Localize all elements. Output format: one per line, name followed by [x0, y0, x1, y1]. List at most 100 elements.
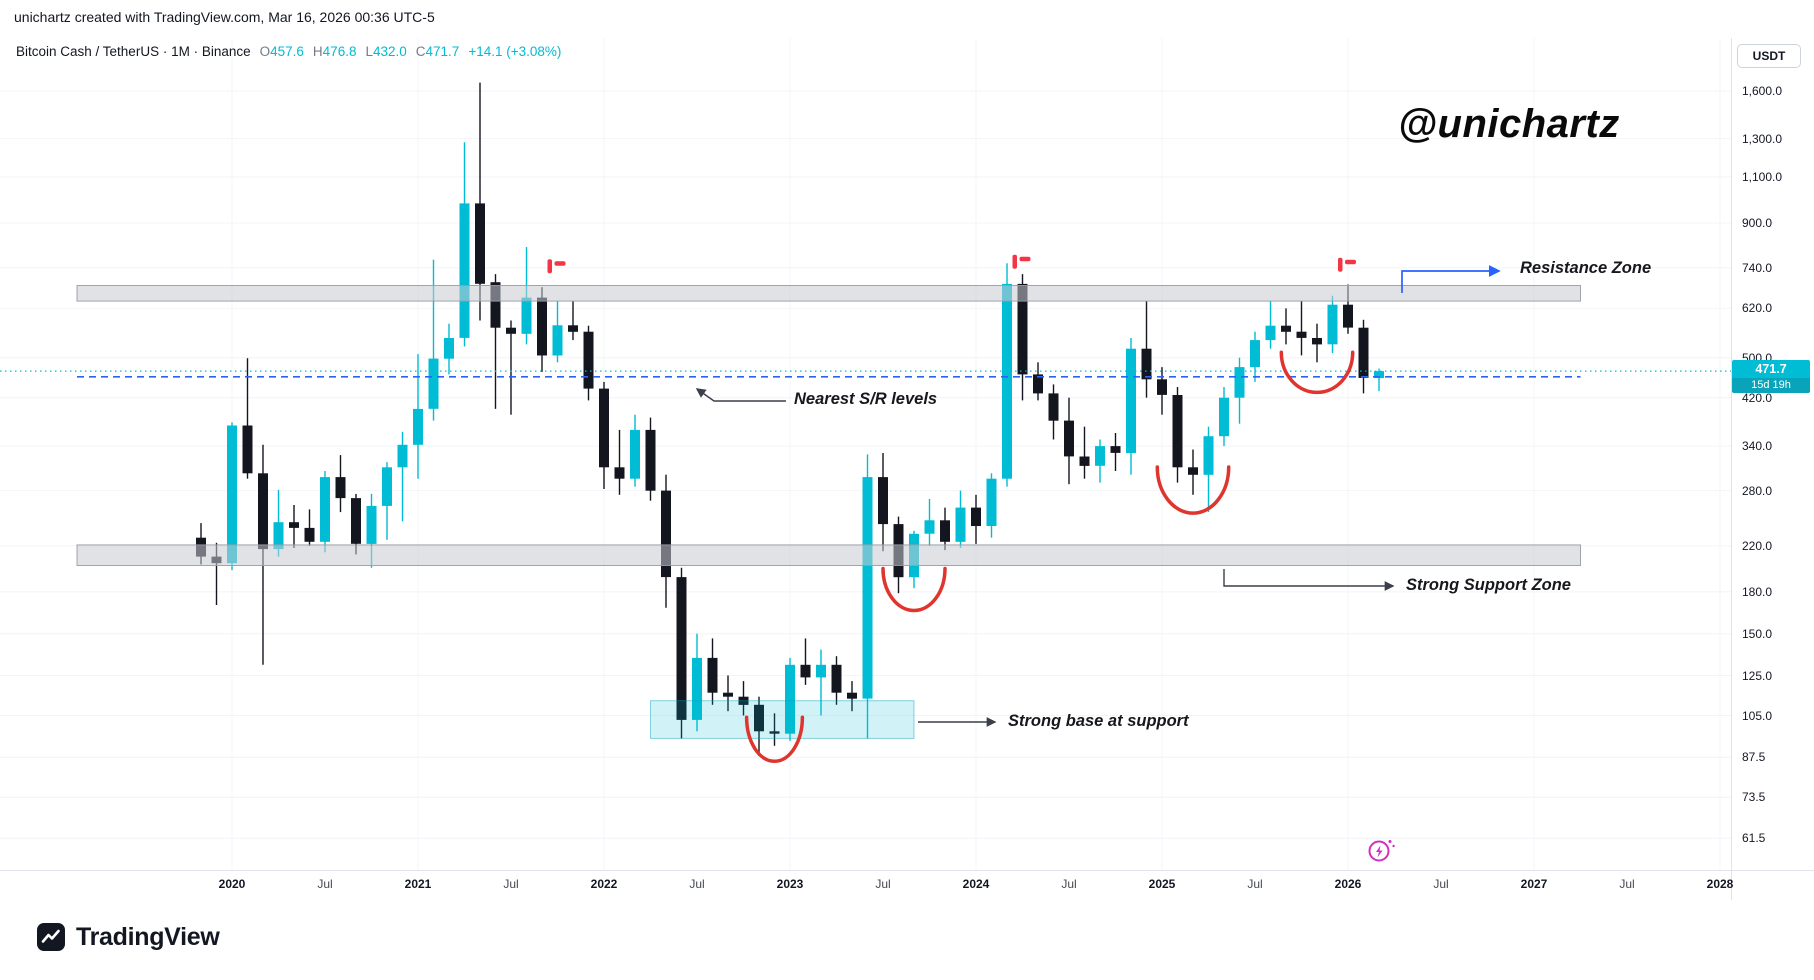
time-tick-label: 2026 — [1334, 877, 1362, 891]
candle-body — [661, 490, 671, 578]
base-label: Strong base at support — [1008, 712, 1189, 730]
time-tick-label: Jul — [1247, 877, 1263, 891]
candle-body — [940, 520, 950, 542]
candle-body — [1079, 456, 1090, 466]
candle-body — [676, 577, 687, 720]
candle-body — [645, 429, 656, 491]
candle-body — [552, 325, 563, 356]
candle-body — [1064, 420, 1074, 457]
price-tick-label: 620.0 — [1742, 301, 1773, 316]
candle-body — [444, 338, 454, 359]
open-label: O — [259, 44, 271, 59]
time-tick-label: 2024 — [962, 877, 990, 891]
price-tick-label: 87.5 — [1742, 750, 1766, 765]
boost-icon — [1368, 840, 1395, 862]
candle-body — [289, 522, 299, 528]
chart-legend: Bitcoin Cash / TetherUS · 1M · Binance O… — [16, 44, 561, 59]
candle-body — [924, 520, 935, 534]
time-tick-label: Jul — [1433, 877, 1449, 891]
candle-body — [800, 664, 811, 678]
high-label: H — [312, 44, 323, 59]
curve-annotation — [881, 566, 947, 613]
change-value: +14.1 (+3.08%) — [468, 44, 562, 59]
candle-body — [1219, 397, 1229, 437]
candle-body — [1110, 446, 1121, 453]
curve-annotation — [744, 715, 805, 764]
candle-body — [242, 425, 253, 474]
candle-body — [1188, 467, 1198, 475]
candle-body — [723, 692, 733, 697]
time-tick-label: 2023 — [776, 877, 804, 891]
resistance-zone-label: Resistance Zone — [1520, 259, 1652, 277]
support-zone-arrow — [1223, 569, 1395, 591]
candle-body — [413, 408, 423, 445]
price-tick-label: 61.5 — [1742, 831, 1766, 846]
candle-body — [1002, 283, 1012, 479]
price-tick-label: 1,100.0 — [1742, 169, 1783, 184]
curve-annotation — [1279, 350, 1355, 395]
support-zone-label: Strong Support Zone — [1406, 576, 1571, 594]
candle-body — [878, 477, 888, 525]
price-tick-label: 105.0 — [1742, 708, 1773, 723]
candle-body — [816, 664, 826, 678]
time-tick-label: 2020 — [218, 877, 246, 891]
candle-body — [1141, 348, 1152, 380]
time-axis[interactable]: 2020 Jul 2021 Jul 2022 Jul 2023 Jul 2024 Jul 2025 J… — [0, 870, 1814, 900]
close-value: 471.7 — [425, 44, 460, 59]
candle-body — [862, 477, 873, 699]
markers-layer — [547, 254, 1356, 274]
curve-annotation — [1155, 465, 1231, 515]
watermark: @unichartz — [1398, 102, 1620, 146]
time-tick-label: Jul — [1619, 877, 1635, 891]
candle-body — [738, 696, 749, 705]
resistance-zone-arrow — [1401, 265, 1501, 293]
nearest-sr-arrow — [695, 388, 786, 402]
ohlc-low: L432.0 — [365, 44, 406, 59]
candle-body — [1358, 327, 1369, 378]
price-tick-label: 220.0 — [1742, 538, 1773, 553]
high-value: 476.8 — [322, 44, 357, 59]
price-axis[interactable]: 1,600.0 1,300.0 1,100.0 900.0 740.0 620.0 500.… — [1731, 38, 1814, 870]
bearish-marker-icon — [1012, 254, 1031, 269]
last-price-value: 471.7 — [1732, 360, 1810, 379]
candle-body — [986, 478, 997, 526]
footer-brand[interactable]: TradingView — [36, 922, 220, 952]
candle-body — [475, 203, 485, 284]
currency-toggle-button[interactable]: USDT — [1737, 44, 1801, 68]
ohlc-high: H476.8 — [313, 44, 357, 59]
symbol-title[interactable]: Bitcoin Cash / TetherUS · 1M · Binance — [16, 44, 251, 59]
candle-body — [1250, 340, 1260, 368]
price-tick-label: 150.0 — [1742, 626, 1773, 641]
strong-base-box — [650, 700, 915, 739]
ohlc-close: C471.7 — [416, 44, 460, 59]
candle-body — [227, 425, 237, 564]
time-tick-label: 2025 — [1148, 877, 1176, 891]
price-axis-separator — [1731, 38, 1732, 900]
candle-body — [630, 429, 640, 479]
support-zone — [76, 544, 1581, 567]
candle-body — [459, 203, 470, 338]
candle-body — [1157, 379, 1167, 395]
candle-body — [1296, 331, 1307, 338]
candle-body — [490, 282, 501, 328]
candle-body — [1017, 283, 1028, 375]
candle-body — [1048, 393, 1059, 421]
price-tick-label: 340.0 — [1742, 439, 1773, 454]
last-price-label: 471.7 15d 19h — [1732, 360, 1810, 394]
time-tick-label: Jul — [503, 877, 519, 891]
time-tick-label: 2027 — [1520, 877, 1548, 891]
candle-body — [707, 657, 718, 693]
candle-body — [568, 325, 578, 332]
candle-body — [1172, 395, 1183, 468]
grid-layer — [0, 38, 1731, 870]
time-tick-label: Jul — [1061, 877, 1077, 891]
candle-body — [428, 358, 439, 409]
candle-body — [521, 297, 532, 334]
candle-body — [1033, 374, 1043, 394]
price-tick-label: 280.0 — [1742, 483, 1773, 498]
nearest-sr-label: Nearest S/R levels — [794, 390, 938, 408]
candle-body — [335, 477, 346, 499]
candle-body — [273, 522, 284, 550]
price-tick-label: 740.0 — [1742, 260, 1773, 275]
